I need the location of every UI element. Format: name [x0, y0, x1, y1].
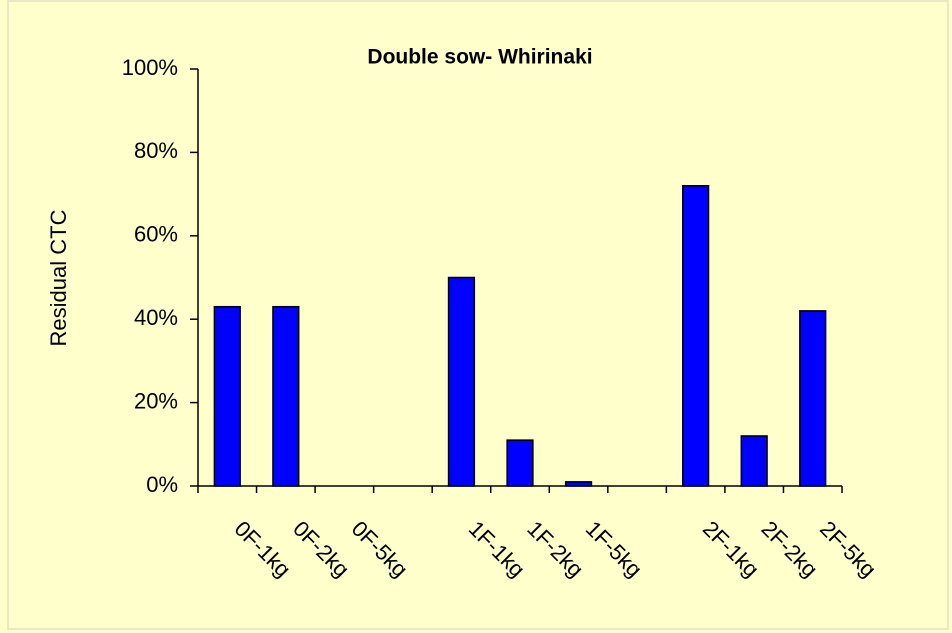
- bar: [799, 310, 827, 487]
- y-axis-label: Residual CTC: [46, 209, 71, 346]
- y-tick-label: 0%: [146, 472, 178, 497]
- chart-title: Double sow- Whirinaki: [367, 46, 592, 69]
- bar: [740, 435, 768, 487]
- y-tick-label: 80%: [134, 138, 178, 163]
- bar: [564, 481, 593, 487]
- frame: [7, 0, 949, 630]
- y-tick-label: 20%: [134, 388, 178, 413]
- bar: [506, 439, 534, 487]
- bar: [272, 305, 300, 487]
- y-tick-label: 40%: [134, 305, 178, 330]
- y-tick-label: 100%: [122, 55, 178, 80]
- bar: [682, 185, 710, 487]
- y-tick-label: 60%: [134, 222, 178, 247]
- bar: [447, 276, 476, 487]
- bar: [213, 305, 241, 487]
